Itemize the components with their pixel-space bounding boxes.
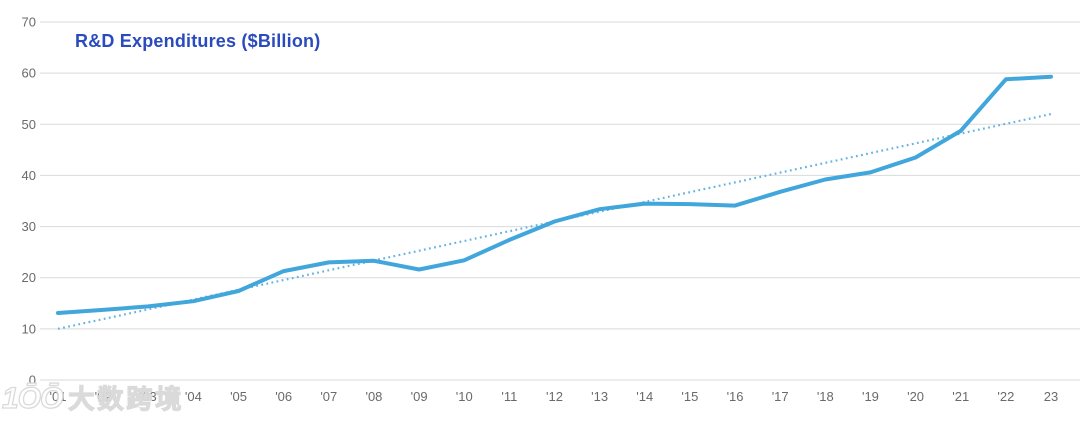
x-axis-tick-label: 23 (1044, 389, 1058, 404)
y-axis-tick-label: 50 (22, 117, 36, 132)
y-axis-tick-label: 30 (22, 219, 36, 234)
y-axis-tick-label: 0 (29, 373, 36, 388)
x-axis-tick-label: '06 (275, 389, 292, 404)
y-axis-tick-label: 70 (22, 15, 36, 30)
x-axis-tick-label: '16 (727, 389, 744, 404)
x-axis-tick-label: '04 (185, 389, 202, 404)
x-axis-tick-label: '19 (862, 389, 879, 404)
x-axis-tick-label: '01 (50, 389, 67, 404)
x-axis-tick-label: '09 (411, 389, 428, 404)
x-axis-tick-label: '05 (230, 389, 247, 404)
x-axis-tick-label: '15 (681, 389, 698, 404)
x-axis-tick-label: '10 (456, 389, 473, 404)
x-axis-tick-label: '13 (591, 389, 608, 404)
x-axis-tick-label: '08 (365, 389, 382, 404)
chart-title: R&D Expenditures ($Billion) (75, 31, 321, 51)
x-axis-tick-label: '03 (140, 389, 157, 404)
y-axis-tick-label: 60 (22, 66, 36, 81)
x-axis-tick-label: '07 (320, 389, 337, 404)
x-axis-tick-label: '21 (952, 389, 969, 404)
data-line (56, 74, 1053, 315)
y-axis-tick-label: 20 (22, 270, 36, 285)
x-axis-tick-label: '17 (772, 389, 789, 404)
x-axis-tick-label: '22 (997, 389, 1014, 404)
y-axis-tick-label: 40 (22, 168, 36, 183)
x-axis-tick-label: '02 (95, 389, 112, 404)
x-axis-tick-label: '18 (817, 389, 834, 404)
x-axis-tick-label: '20 (907, 389, 924, 404)
x-axis-tick-label: '12 (546, 389, 563, 404)
y-axis-tick-label: 10 (22, 321, 36, 336)
x-axis-tick-label: '11 (501, 389, 517, 404)
x-axis-tick-label: '14 (636, 389, 653, 404)
